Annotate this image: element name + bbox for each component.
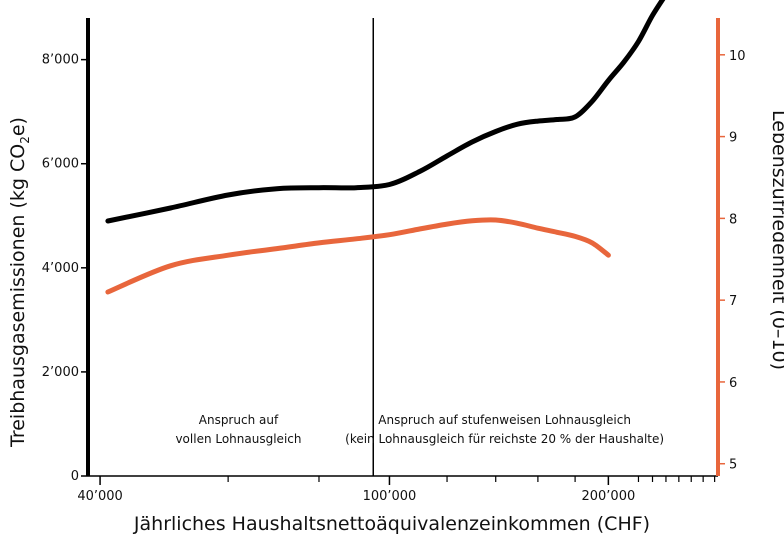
x-tick-label: 200’000 bbox=[581, 489, 635, 504]
y2-tick-label: 7 bbox=[729, 294, 737, 309]
emissions-line bbox=[105, 0, 666, 224]
y2-tick-label: 6 bbox=[729, 376, 737, 391]
y-axis-title: Treibhausgasemissionen (kg CO2e) bbox=[7, 117, 32, 448]
x-tick-label: 100’000 bbox=[363, 489, 417, 504]
y-axis-title-end: e) bbox=[7, 117, 29, 136]
chart-axes: 0 2’000 4’000 6’000 8’000 5 6 7 8 9 10 40’000 100’00… bbox=[42, 18, 746, 504]
x-axis-title: Jährliches Haushaltsnettoäquivalenzeinko… bbox=[133, 513, 650, 535]
y-tick-label: 0 bbox=[71, 469, 79, 484]
y-tick-label: 4’000 bbox=[42, 261, 79, 276]
annotation-stepwise-compensation: Anspruch auf stufenweisen Lohnausgleich bbox=[378, 413, 631, 427]
annotation-full-compensation: Anspruch auf bbox=[199, 413, 279, 427]
y2-tick-label: 5 bbox=[729, 458, 737, 473]
annotation-stepwise-compensation: (kein Lohnausgleich für reichste 20 % de… bbox=[345, 432, 664, 446]
annotation-full-compensation: vollen Lohnausgleich bbox=[175, 432, 301, 446]
y2-axis-title: Lebenszufriedenheit (0–10) bbox=[768, 110, 784, 370]
y-tick-label: 2’000 bbox=[42, 365, 79, 380]
y2-tick-label: 9 bbox=[729, 131, 737, 146]
y2-tick-label: 8 bbox=[729, 212, 737, 227]
y-axis-title-subscript: 2 bbox=[18, 136, 32, 144]
x-tick-label: 40’000 bbox=[77, 489, 123, 504]
chart-annotations: Anspruch auf vollen Lohnausgleich Anspruch… bbox=[175, 413, 664, 446]
y2-tick-label: 10 bbox=[729, 49, 746, 64]
y-tick-label: 8’000 bbox=[42, 53, 79, 68]
y-tick-label: 6’000 bbox=[42, 157, 79, 172]
life-satisfaction-line bbox=[105, 217, 611, 295]
chart-series bbox=[105, 0, 666, 295]
